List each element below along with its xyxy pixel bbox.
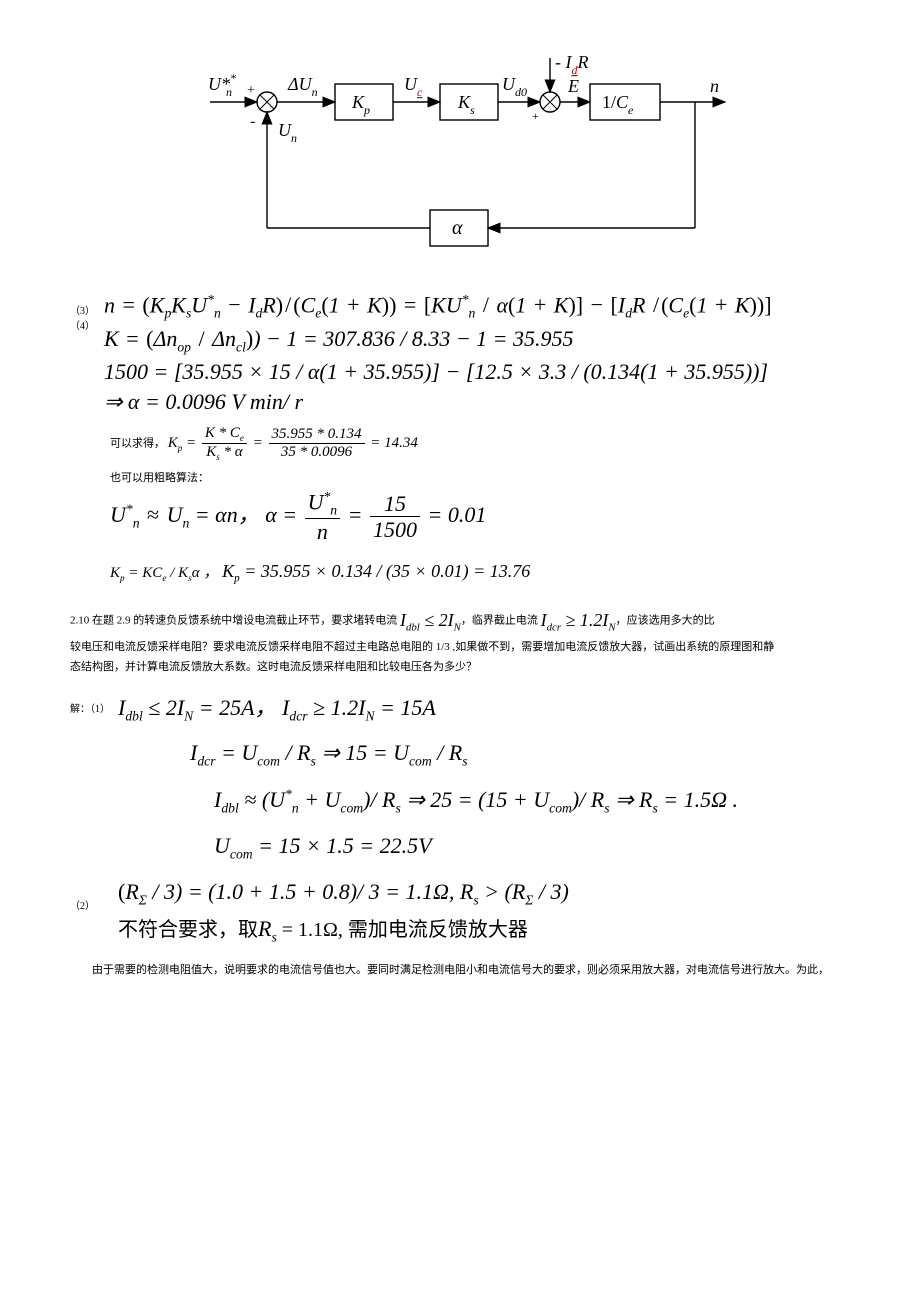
lbl-uc: U [404, 74, 418, 94]
lbl-ud0-sub: d0 [515, 85, 527, 99]
lbl-n: n [710, 76, 719, 96]
sol-label: 解：（1） [70, 700, 118, 715]
svg-text:1/Ce: 1/Ce [602, 92, 634, 117]
eq11: (RΣ / 3) = (1.0 + 1.5 + 0.8)/ 3 = 1.1Ω, … [118, 879, 850, 908]
lbl-kp-sub: p [363, 103, 370, 117]
lbl-ce-sub: e [628, 103, 634, 117]
svg-text:Uc: Uc [404, 74, 423, 99]
sol-line-2: （2） (RΣ / 3) = (1.0 + 1.5 + 0.8)/ 3 = 1.… [70, 875, 850, 949]
svg-text:Ud0: Ud0 [502, 74, 527, 99]
eq3: 1500 = [35.955 × 15 / α(1 + 35.955)] − [… [104, 359, 850, 385]
eq8: Idcr = Ucom / Rs ⇒ 15 = Ucom / Rs [190, 732, 850, 774]
lbl-ce-pre: 1/ [602, 92, 616, 112]
lbl-kp: K [351, 92, 365, 112]
lbl-idr-post: R [577, 52, 589, 72]
lbl-ks: K [457, 92, 471, 112]
eq4: ⇒ α = 0.0096 V min/ r [104, 389, 850, 415]
lbl-e: E [567, 76, 579, 96]
svg-text:ΔUn: ΔUn [287, 74, 318, 99]
txt-can-solve: 可以求得， Kp = K * CeKs * α = 35.955 * 0.134… [110, 425, 850, 463]
eq7: Idbl ≤ 2IN = 25A， Idcr ≥ 1.2IN = 15A [118, 690, 850, 724]
eq12: 不符合要求，取Rs = 1.1Ω, 需加电流反馈放大器 [118, 913, 850, 945]
lbl-un-star-sub: n [226, 85, 232, 99]
lbl-un-sub: n [291, 131, 297, 145]
svg-text:Kp: Kp [351, 92, 370, 117]
svg-text:- IdR: - IdR [555, 52, 589, 77]
lbl-minus1: - [250, 113, 255, 130]
lbl-plus2: + [532, 109, 539, 123]
sol2-label: （2） [70, 897, 118, 912]
eq8-10-block: Idcr = Ucom / Rs ⇒ 15 = Ucom / Rs Idbl ≈… [190, 732, 850, 867]
lbl-plus1: + [247, 83, 255, 98]
svg-text:U**n: U**n [208, 71, 236, 99]
para-2-10: 2.10 在题 2.9 的转速负反馈系统中增设电流截止环节，要求堵转电流 Idb… [70, 604, 850, 678]
eq-line-1: （3）（4） n = (KpKsU*n − IdR)/(Ce(1 + K)) =… [70, 288, 850, 419]
lbl-idr-pre: - [555, 52, 566, 72]
eq5-block: U*n ≈ Un = αn， α = U*nn = 151500 = 0.01 … [110, 489, 850, 590]
eq1: n = (KpKsU*n − IdR)/(Ce(1 + K)) = [KU*n … [104, 292, 850, 322]
lbl-un: U [278, 120, 292, 140]
lbl-ks-sub: s [470, 103, 475, 117]
eq2: K = (Δnop / Δncl)) − 1 = 307.836 / 8.33 … [104, 326, 850, 355]
eq10: Ucom = 15 × 1.5 = 22.5V [214, 825, 850, 867]
svg-text:Ks: Ks [457, 92, 475, 117]
lbl-ud0: U [502, 74, 516, 94]
block-diagram: U**n + - ΔUn Un Kp Uc Ks Ud0 + - IdR E 1… [180, 50, 740, 260]
eq9: Idbl ≈ (U*n + Ucom)/ Rs ⇒ 25 = (15 + Uco… [214, 779, 850, 821]
diagram-svg: U**n + - ΔUn Un Kp Uc Ks Ud0 + - IdR E 1… [180, 50, 740, 260]
para-final: 由于需要的检测电阻值大，说明要求的电流信号值也大。要同时满足检测电阻小和电流信号… [70, 961, 850, 981]
txt-rough: 也可以用粗略算法： [110, 469, 850, 485]
lbl-dun-sub: n [312, 85, 318, 99]
lbl-dun: ΔU [287, 74, 313, 94]
sol-line-1: 解：（1） Idbl ≤ 2IN = 25A， Idcr ≥ 1.2IN = 1… [70, 686, 850, 728]
eq-tag-34: （3）（4） [70, 302, 104, 332]
svg-text:Un: Un [278, 120, 297, 145]
lbl-uc-sub: c [417, 85, 423, 99]
lbl-alpha: α [452, 217, 463, 239]
